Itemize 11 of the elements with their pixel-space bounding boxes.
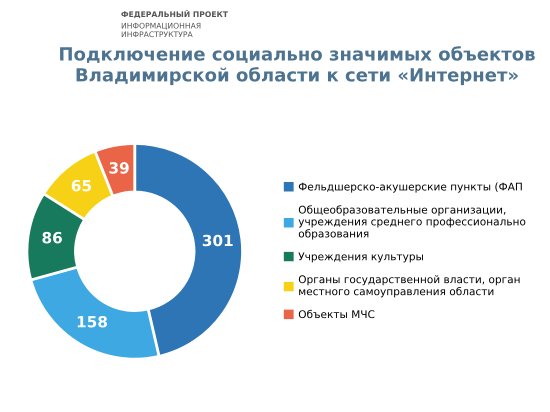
data-label: 158 <box>78 316 107 328</box>
data-label: 39 <box>109 162 129 174</box>
legend-label: Учреждения культуры <box>298 252 423 262</box>
data-label: 301 <box>202 234 233 246</box>
legend-label: Фельдшерско-акушерские пункты (ФАП <box>298 182 522 193</box>
legend-label: Общеобразовательные организации, учреждения среднего профессионально образования <box>298 205 526 240</box>
data-label: 86 <box>42 232 62 244</box>
legend-label: Органы государственной власти, орган местного самоуправления области <box>298 275 520 298</box>
legend-label: Объекты МЧС <box>298 310 374 318</box>
data-label: 65 <box>72 180 91 192</box>
chart-title: Подключение социально значимых объектов Владимирской области к сети «Интернет» <box>60 46 535 86</box>
